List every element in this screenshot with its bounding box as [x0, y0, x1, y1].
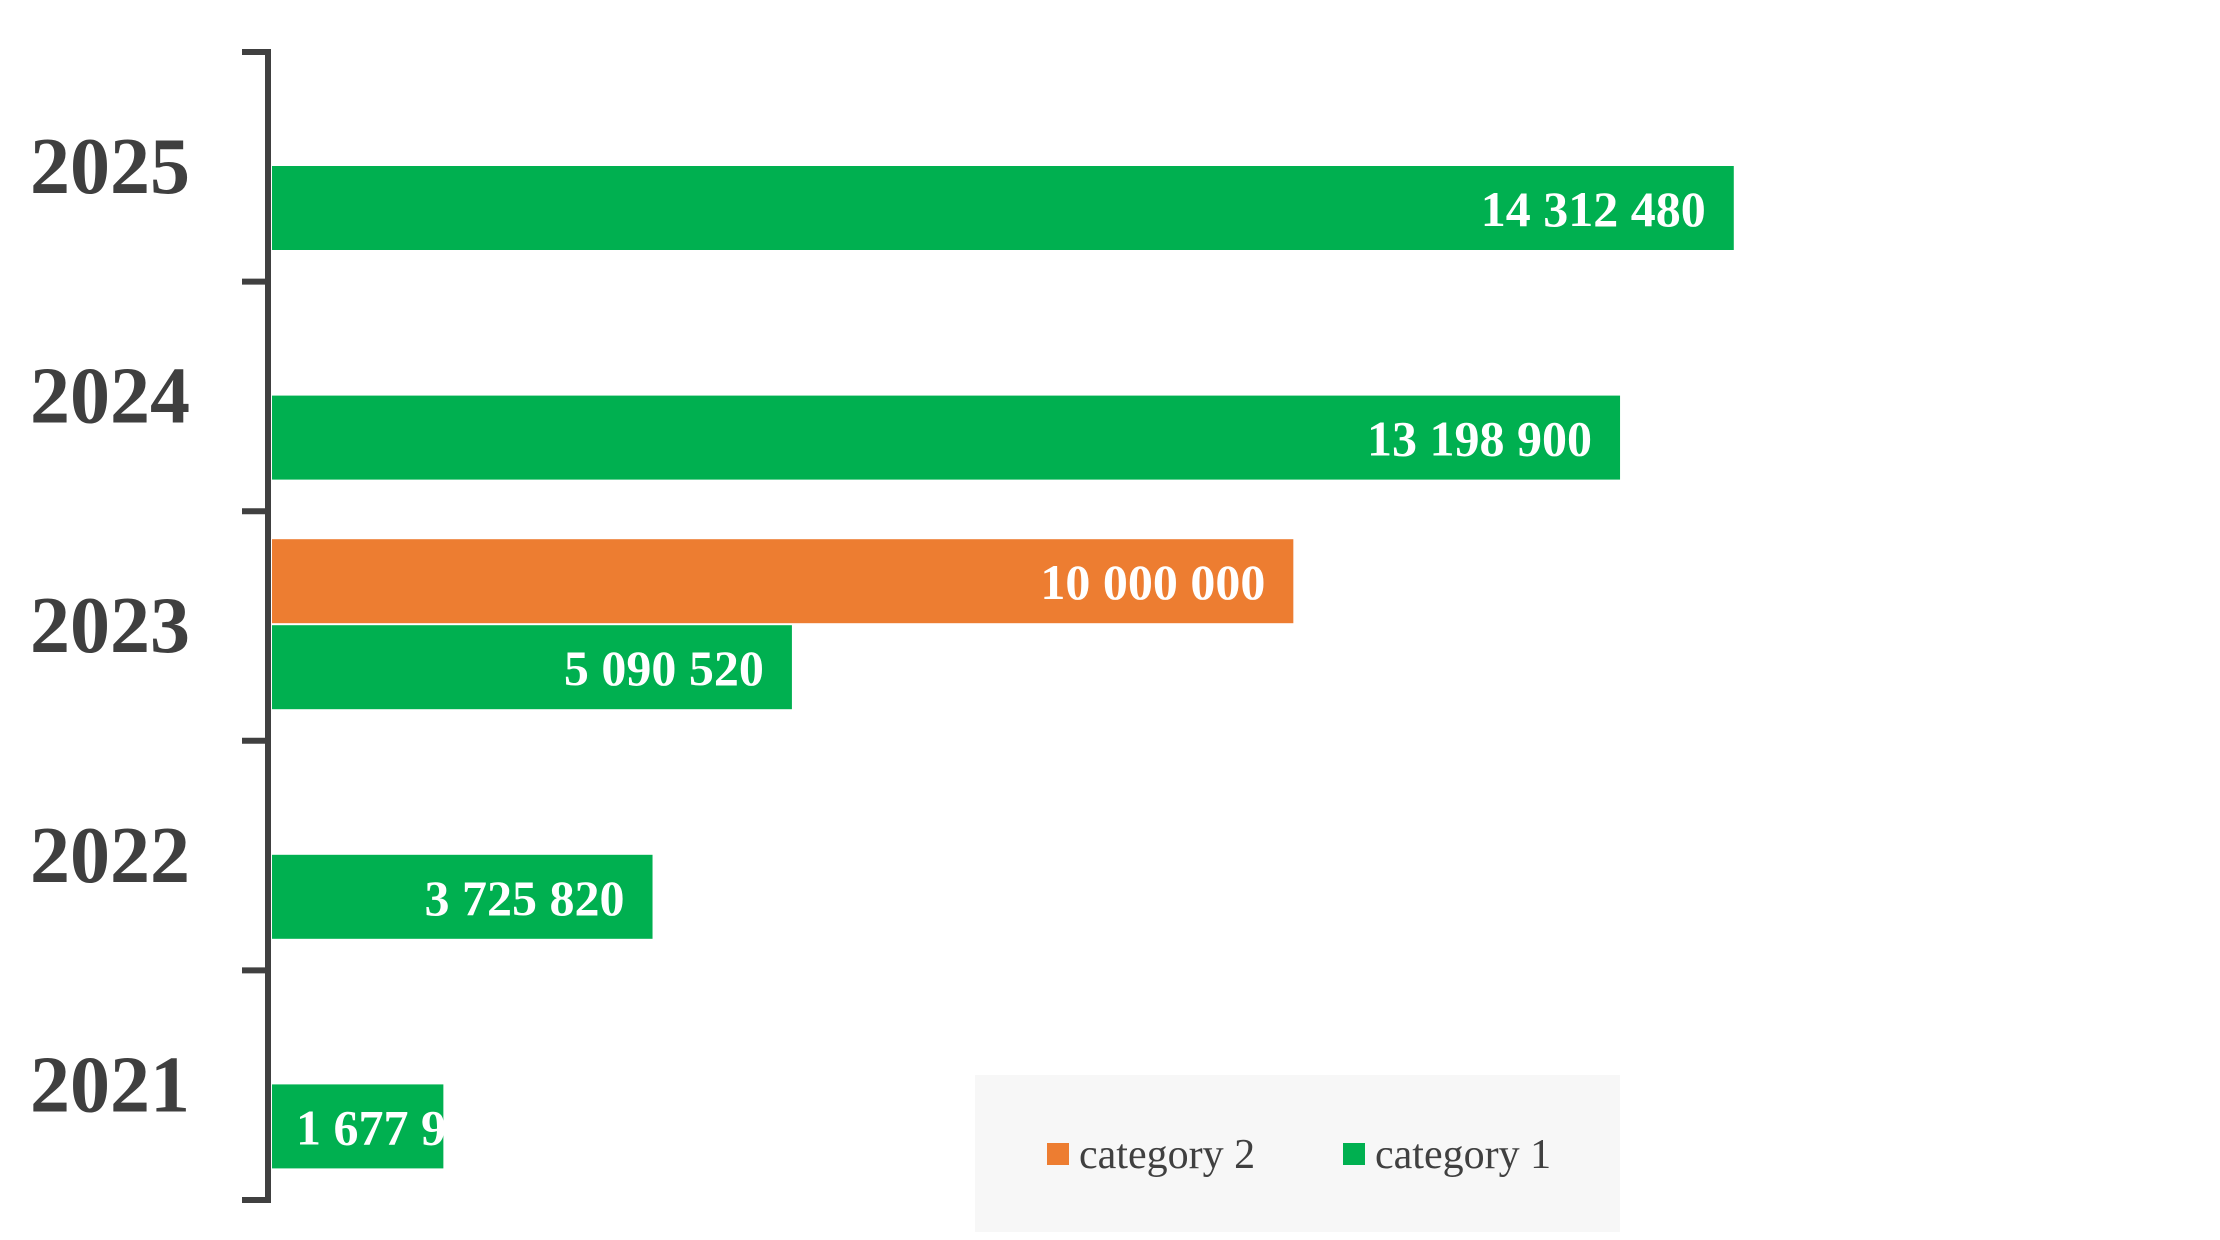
- bar: [272, 166, 1734, 250]
- data-label: 13 198 900: [1367, 411, 1592, 467]
- bar: [272, 625, 792, 710]
- category-tick-label: 2022: [30, 812, 190, 900]
- bar: [272, 1084, 444, 1169]
- data-label: 14 312 480: [1481, 181, 1706, 237]
- category-tick-label: 2025: [30, 123, 190, 211]
- data-label: 1 677 9: [296, 1099, 446, 1155]
- legend-label: category 1: [1375, 1132, 1551, 1178]
- legend-swatch: [1047, 1143, 1069, 1165]
- bar: [272, 854, 653, 939]
- bars: [272, 166, 1734, 1169]
- bar-labels: 1 677 9 3 725 820 10 000 000 5 090 520 13 19…: [296, 181, 1706, 1155]
- data-label: 3 725 820: [425, 870, 625, 926]
- category-tick-label: 2024: [30, 353, 190, 441]
- category-tick-label: 2021: [30, 1041, 190, 1129]
- bar: [272, 395, 1621, 480]
- data-label: 5 090 520: [564, 640, 764, 696]
- legend-label: category 2: [1079, 1132, 1255, 1178]
- legend-background: [975, 1075, 1620, 1232]
- category-axis: 2021 2022 2023 2024 2025: [30, 49, 271, 1203]
- data-label: 10 000 000: [1040, 554, 1265, 610]
- legend: category 2 category 1: [975, 1075, 1620, 1232]
- bar: [272, 539, 1294, 624]
- category-tick-label: 2023: [30, 582, 190, 670]
- legend-swatch: [1343, 1143, 1365, 1165]
